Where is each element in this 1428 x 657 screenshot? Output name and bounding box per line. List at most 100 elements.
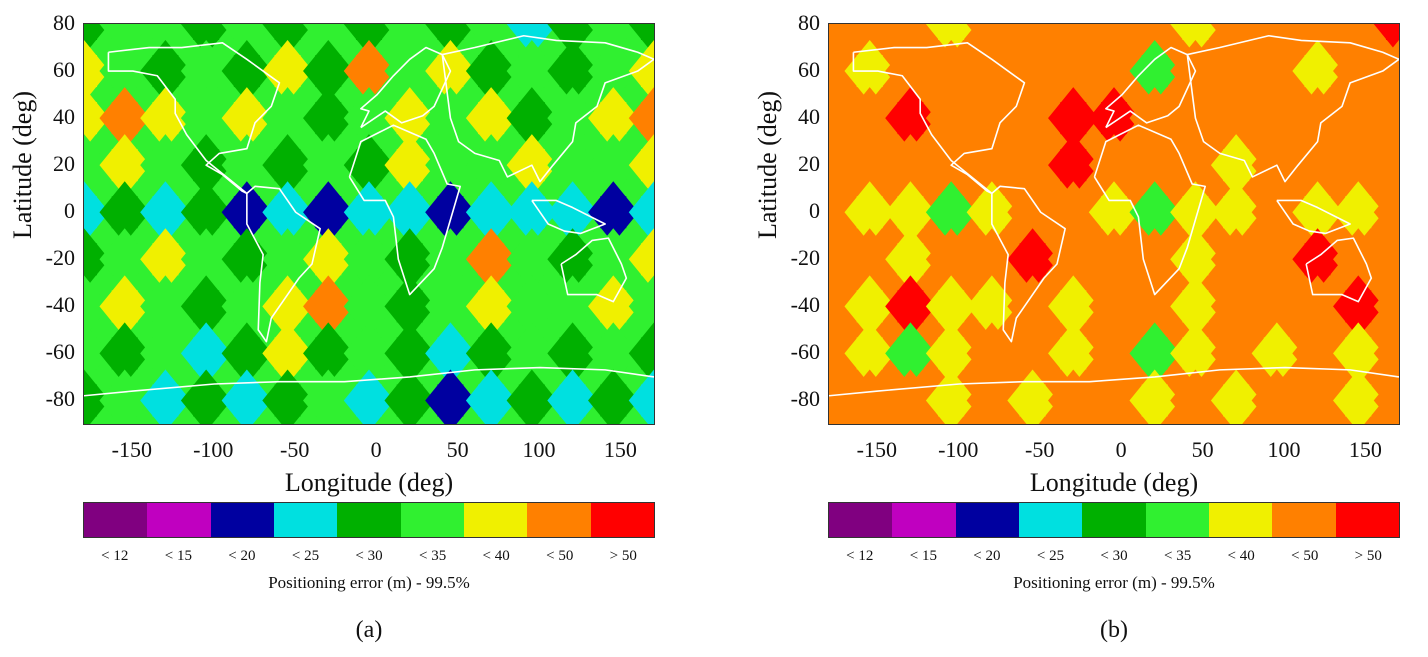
colorbar-label: < 35 <box>418 548 447 564</box>
heatmap-cell-core <box>829 384 843 417</box>
colorbar-swatch <box>273 503 338 537</box>
heatmap-cell-core <box>437 24 464 40</box>
heatmap-cell-core <box>396 290 423 323</box>
y-tick-label: 40 <box>798 104 820 130</box>
heatmap-cell-core <box>274 384 301 417</box>
heatmap-cell-core <box>1385 149 1399 182</box>
y-tick-label: -40 <box>790 292 820 318</box>
heatmap-cell-core <box>518 243 545 276</box>
heatmap-cell-core <box>478 102 505 135</box>
heatmap-cell-core <box>1345 337 1372 370</box>
heatmap-cell-core <box>897 290 924 323</box>
heatmap-cell-core <box>396 149 423 182</box>
heatmap-cell-core <box>1019 243 1046 276</box>
heatmap-cell-core <box>1223 196 1250 229</box>
heatmap-cell-core <box>1345 55 1372 88</box>
heatmap-cell-core <box>1141 149 1168 182</box>
coastline <box>107 42 281 195</box>
heatmap-cell-core <box>897 384 924 417</box>
colorbar-swatch <box>400 503 464 537</box>
heatmap-cell-core <box>396 196 423 229</box>
heatmap-cell-core <box>478 337 505 370</box>
x-tick-label: 50 <box>1191 437 1214 462</box>
heatmap-cell-core <box>1223 290 1250 323</box>
heatmap-cell-core <box>193 243 220 276</box>
heatmap-cell-core <box>978 384 1005 417</box>
colorbar-swatch <box>1082 503 1146 537</box>
heatmap-cell-core <box>111 337 138 370</box>
heatmap-cell-core <box>1100 243 1128 276</box>
heatmap-cell-core <box>1223 243 1250 276</box>
heatmap-cell-core <box>1263 337 1290 370</box>
x-tick-label: 50 <box>446 437 469 462</box>
coastline <box>1276 199 1351 235</box>
heatmap-cell-core <box>856 24 883 40</box>
heatmap-cell-core <box>1182 337 1209 370</box>
heatmap-cell-core <box>274 149 301 182</box>
heatmap-cell-core <box>938 102 965 135</box>
heatmap-cell-core <box>437 384 464 417</box>
panel-caption: (a) <box>355 617 383 643</box>
heatmap-cell-core <box>233 149 260 182</box>
coastline <box>531 199 606 235</box>
heatmap-cell-core <box>233 243 260 276</box>
heatmap-cell-core <box>1060 24 1087 40</box>
heatmap-cell-core <box>1304 24 1331 40</box>
heatmap-cell-core <box>315 290 342 323</box>
y-tick-label: 20 <box>798 151 820 177</box>
heatmap-cell-core <box>600 102 627 135</box>
coastline <box>852 42 1026 195</box>
heatmap-cell-core <box>437 196 464 229</box>
colorbar-label: < 12 <box>846 548 874 564</box>
y-tick-label: -20 <box>45 245 75 271</box>
heatmap-cell-core <box>938 384 965 417</box>
heatmap-cell-core <box>559 24 586 40</box>
heatmap-cell-core <box>600 55 627 88</box>
heatmap-cell-core <box>1019 149 1046 182</box>
heatmap-cell-core <box>600 149 627 182</box>
heatmap-cell-core <box>640 55 654 88</box>
heatmap-cell-core <box>897 24 924 40</box>
heatmap-cell-core <box>1182 149 1209 182</box>
heatmap-cell-core <box>355 243 383 276</box>
heatmap-cell-core <box>1060 290 1087 323</box>
heatmap-cell-core <box>829 337 843 370</box>
heatmap-cell-core <box>1019 337 1046 370</box>
heatmap-cell-core <box>1141 24 1168 40</box>
heatmap-cell-core <box>1304 55 1331 88</box>
heatmap-cell-core <box>274 243 301 276</box>
heatmap-cell-core <box>315 337 342 370</box>
heatmap-cell-core <box>559 55 586 88</box>
heatmap-cell-core <box>1345 102 1372 135</box>
y-tick-label: -60 <box>790 339 820 365</box>
heatmap-cell-core <box>315 384 342 417</box>
heatmap-cell-core <box>396 102 423 135</box>
heatmap-cell-core <box>1263 55 1290 88</box>
heatmap-cell-core <box>897 149 924 182</box>
colorbar-label: < 25 <box>291 548 320 564</box>
heatmap-cell-core <box>600 337 627 370</box>
colorbar-tick-labels: < 12 < 15 < 20 < 25 < 30 < 35 < 40 < 50 > 50 <box>828 548 1400 565</box>
y-tick-label: 80 <box>53 10 75 35</box>
x-tick-label: 0 <box>370 437 382 462</box>
heatmap-cell-core <box>897 102 924 135</box>
colorbar-label: < 20 <box>228 548 256 564</box>
heatmap-cell-core <box>193 196 220 229</box>
heatmap-cell-core <box>640 149 654 182</box>
colorbar-swatch <box>527 503 591 537</box>
heatmap-cell-core <box>478 384 505 417</box>
panel-a: Latitude (deg) 80 60 40 20 0 -20 -40 -60 -80 -15… <box>8 10 655 643</box>
colorbar-swatch <box>1145 503 1209 537</box>
x-tick-label: -150 <box>856 437 897 462</box>
heatmap-cell-core <box>1100 55 1128 88</box>
heatmap-cell-core <box>355 24 383 40</box>
heatmap-cell-core <box>193 290 220 323</box>
heatmap-cell-core <box>640 243 654 276</box>
heatmap-cell-core <box>111 196 138 229</box>
coastline <box>246 185 321 343</box>
heatmap-cell-core <box>437 290 464 323</box>
heatmap-cell-core <box>84 24 98 40</box>
heatmap-cell-core <box>355 337 383 370</box>
heatmap-cell-core <box>1304 149 1331 182</box>
heatmap-cell-core <box>111 102 138 135</box>
